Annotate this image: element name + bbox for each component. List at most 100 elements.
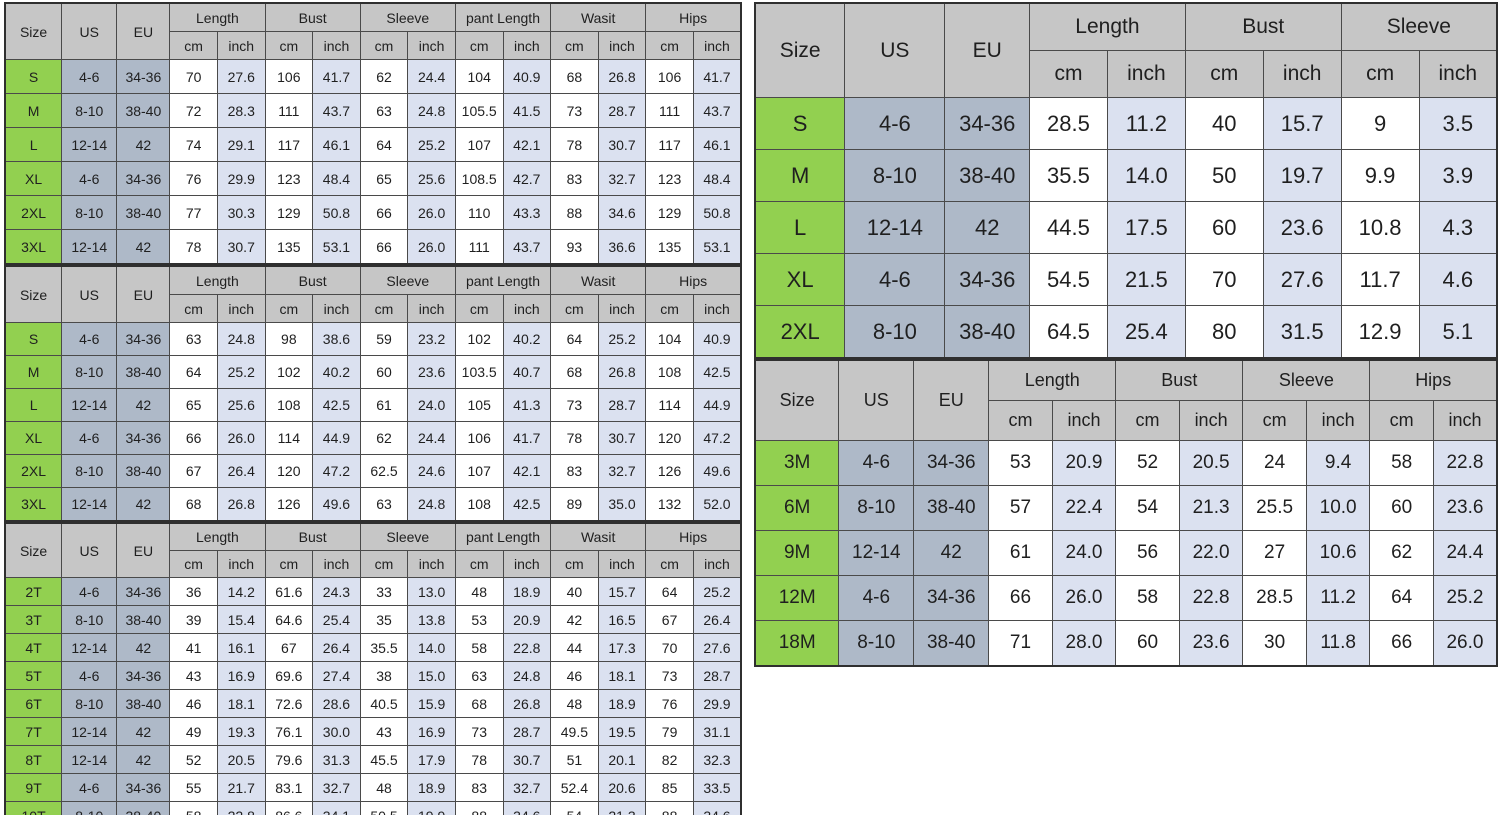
size-cell: 18M — [754, 620, 840, 667]
measurement-cell: 52.4 — [550, 773, 599, 802]
measurement-cell: 66 — [359, 195, 409, 230]
header-group: Wasit — [550, 2, 647, 32]
measurement-cell: 24.0 — [407, 388, 456, 422]
measurement-cell: 5.1 — [1418, 305, 1498, 359]
measurement-cell: 70 — [169, 59, 218, 94]
size-cell: M — [4, 93, 63, 128]
measurement-cell: 102 — [454, 322, 504, 356]
measurement-cell: 22.8 — [216, 801, 266, 815]
us-cell: 4-6 — [61, 661, 118, 690]
measurement-cell: 16.9 — [216, 661, 266, 690]
header-group: pant Length — [454, 2, 552, 32]
measurement-cell: 30.7 — [597, 421, 647, 455]
header-inch: inch — [216, 31, 266, 60]
header-inch: inch — [1178, 400, 1244, 441]
measurement-cell: 11.8 — [1305, 620, 1371, 667]
measurement-cell: 35.5 — [1029, 149, 1108, 202]
header-size: Size — [4, 522, 63, 578]
measurement-cell: 29.9 — [692, 689, 742, 718]
measurement-cell: 132 — [645, 487, 694, 522]
header-group: pant Length — [454, 265, 552, 295]
measurement-cell: 120 — [645, 421, 694, 455]
measurement-cell: 48 — [454, 577, 504, 606]
measurement-cell: 76.1 — [264, 717, 314, 746]
measurement-cell: 25.2 — [597, 322, 647, 356]
size-table-adult-pants-1: Size US EU Length Bust Sleeve pant Length Wasit… — [4, 2, 742, 265]
measurement-cell: 68 — [169, 487, 218, 522]
eu-cell: 38-40 — [116, 195, 171, 230]
measurement-cell: 78 — [550, 127, 599, 162]
measurement-cell: 20.6 — [597, 773, 647, 802]
measurement-cell: 18.9 — [407, 773, 456, 802]
measurement-cell: 38.6 — [312, 322, 361, 356]
measurement-cell: 83 — [550, 454, 599, 488]
measurement-cell: 17.9 — [407, 745, 456, 774]
us-cell: 4-6 — [61, 59, 118, 94]
measurement-cell: 24.8 — [407, 93, 456, 128]
measurement-cell: 27.6 — [1262, 253, 1342, 306]
measurement-cell: 35.5 — [359, 633, 409, 662]
header-group: Sleeve — [359, 522, 456, 551]
table-row: S 4-6 34-36 70 27.6 106 41.7 62 24.4 104 40.9 68 26.… — [4, 59, 742, 94]
measurement-cell: 88 — [550, 195, 599, 230]
measurement-cell: 23.6 — [1178, 620, 1244, 667]
table-row: 3T 8-10 38-40 39 15.4 64.6 25.4 35 13.8 53 20.9 42 1… — [4, 605, 742, 634]
measurement-cell: 25.2 — [216, 355, 266, 389]
measurement-cell: 18.9 — [597, 689, 647, 718]
eu-cell: 34-36 — [116, 161, 171, 196]
measurement-cell: 29.9 — [216, 161, 266, 196]
header-group: Hips — [645, 2, 742, 32]
header-us: US — [61, 522, 118, 578]
measurement-cell: 44.5 — [1029, 201, 1108, 254]
measurement-cell: 67 — [264, 633, 314, 662]
eu-cell: 38-40 — [116, 93, 171, 128]
us-cell: 4-6 — [844, 97, 946, 150]
header-inch: inch — [597, 31, 647, 60]
table-row: 8T 12-14 42 52 20.5 79.6 31.3 45.5 17.9 78 30.7 51 2… — [4, 745, 742, 774]
measurement-cell: 88 — [454, 801, 504, 815]
measurement-cell: 32.3 — [692, 745, 742, 774]
size-cell: 9T — [4, 773, 63, 802]
eu-cell: 34-36 — [116, 322, 171, 356]
size-cell: XL — [754, 253, 846, 306]
header-cm: cm — [359, 294, 409, 323]
header-group: Hips — [1369, 359, 1498, 401]
measurement-cell: 59 — [359, 322, 409, 356]
measurement-cell: 80 — [1184, 305, 1264, 359]
measurement-cell: 32.7 — [312, 773, 361, 802]
measurement-cell: 16.5 — [597, 605, 647, 634]
measurement-cell: 51 — [550, 745, 599, 774]
measurement-cell: 19.9 — [407, 801, 456, 815]
size-cell: 8T — [4, 745, 63, 774]
header-cm: cm — [988, 400, 1053, 441]
measurement-cell: 47.2 — [692, 421, 742, 455]
header-group: Wasit — [550, 265, 647, 295]
header-inch: inch — [597, 550, 647, 578]
measurement-cell: 54.5 — [1029, 253, 1108, 306]
header-size: Size — [4, 2, 63, 60]
eu-cell: 38-40 — [116, 801, 171, 815]
measurement-cell: 15.4 — [216, 605, 266, 634]
measurement-cell: 24.0 — [1051, 530, 1117, 576]
header-eu: EU — [913, 359, 990, 441]
measurement-cell: 25.4 — [312, 605, 361, 634]
measurement-cell: 54 — [550, 801, 599, 815]
measurement-cell: 66 — [169, 421, 218, 455]
measurement-cell: 36 — [169, 577, 218, 606]
table-row: S 4-6 34-36 28.5 11.2 40 15.7 9 3.5 — [754, 97, 1498, 150]
header-eu: EU — [116, 2, 171, 60]
header-size: Size — [754, 359, 840, 441]
header-us: US — [838, 359, 915, 441]
eu-cell: 34-36 — [944, 97, 1031, 150]
measurement-cell: 31.3 — [312, 745, 361, 774]
measurement-cell: 70 — [645, 633, 694, 662]
us-cell: 4-6 — [844, 253, 946, 306]
size-cell: 4T — [4, 633, 63, 662]
measurement-cell: 33.5 — [692, 773, 742, 802]
measurement-cell: 42.5 — [502, 487, 552, 522]
header-cm: cm — [169, 31, 218, 60]
size-cell: XL — [4, 161, 63, 196]
measurement-cell: 61.6 — [264, 577, 314, 606]
measurement-cell: 15.9 — [407, 689, 456, 718]
